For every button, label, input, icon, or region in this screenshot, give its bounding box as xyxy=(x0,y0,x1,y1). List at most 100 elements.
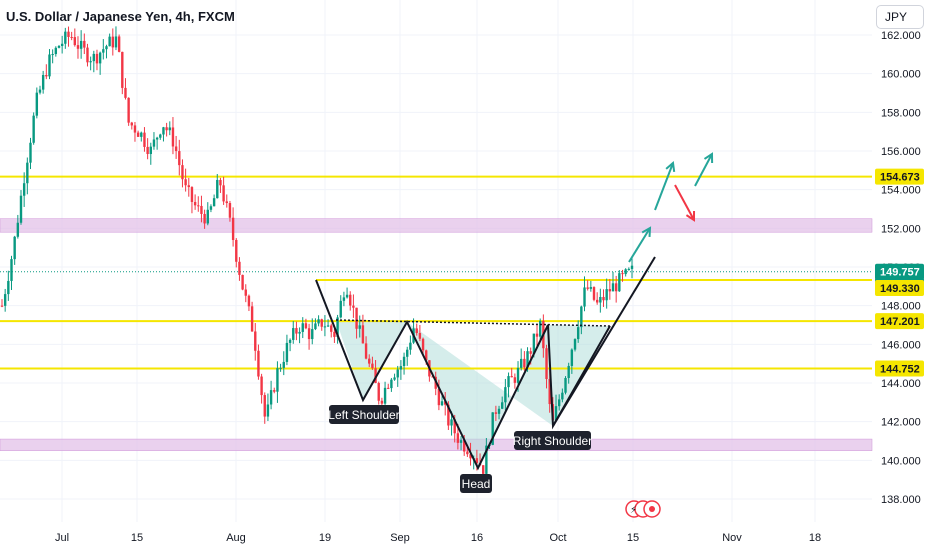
candle-body xyxy=(155,137,159,140)
candle-body xyxy=(342,297,346,301)
candle-body xyxy=(7,280,10,295)
candle-body xyxy=(523,358,526,368)
candle-body xyxy=(608,289,612,292)
candle-body xyxy=(159,134,162,138)
candle-body xyxy=(152,139,156,147)
candle-body xyxy=(545,348,548,380)
price-tick-label: 158.000 xyxy=(881,107,921,119)
candle-body xyxy=(124,87,127,98)
candle-body xyxy=(307,328,311,340)
candle-body xyxy=(586,287,589,289)
candle-body xyxy=(171,127,175,147)
candle-body xyxy=(108,36,111,47)
price-badge-value: 144.752 xyxy=(880,363,920,375)
price-badge-bg xyxy=(875,168,924,185)
projection-arrow-up-head xyxy=(665,161,676,173)
price-badges: 154.673149.75703:01:45149.330147.201144.… xyxy=(875,168,924,377)
candle-body xyxy=(447,404,450,426)
candle-body xyxy=(238,261,241,275)
price-badge-bg xyxy=(875,313,924,330)
candles xyxy=(0,26,634,483)
time-axis: Jul 15 Aug 19 Sep 16 Oct 15 Nov 18 xyxy=(55,532,821,544)
candle-body xyxy=(504,387,507,403)
time-tick-label: Sep xyxy=(390,532,410,544)
lightning-icon: ⚡ xyxy=(630,505,637,516)
candle-body xyxy=(418,333,422,339)
candle-body xyxy=(70,36,73,38)
price-tick-label: 144.000 xyxy=(881,378,921,390)
candle-body xyxy=(456,433,460,443)
candle-body xyxy=(130,122,133,126)
candle-body xyxy=(76,45,80,49)
time-tick-label: 18 xyxy=(809,532,821,544)
chart-title: U.S. Dollar / Japanese Yen, 4h, FXCM xyxy=(6,9,235,24)
candle-body xyxy=(570,349,574,366)
supply-demand-zone xyxy=(0,218,873,233)
candle-body xyxy=(174,146,178,152)
candle-body xyxy=(57,46,61,48)
candle-body xyxy=(349,294,352,306)
candle-body xyxy=(323,326,327,328)
time-tick-label: 19 xyxy=(319,532,331,544)
price-tick-label: 154.000 xyxy=(881,185,921,197)
candle-body xyxy=(279,367,282,369)
candle-body xyxy=(79,40,83,49)
candle-body xyxy=(228,203,232,218)
candle-body xyxy=(117,36,121,52)
trendline xyxy=(552,256,656,427)
candle-body xyxy=(415,328,418,334)
candle-body xyxy=(491,412,494,445)
candle-body xyxy=(26,162,29,184)
candle-body xyxy=(497,408,501,414)
candle-body xyxy=(444,401,447,405)
candle-body xyxy=(13,236,16,260)
candle-body xyxy=(627,268,631,270)
price-tick-label: 142.000 xyxy=(881,417,921,429)
candle-body xyxy=(494,412,498,414)
candle-body xyxy=(35,92,39,116)
candle-body xyxy=(254,331,257,351)
candle-body xyxy=(459,440,463,443)
candle-body xyxy=(22,183,26,196)
candle-body xyxy=(184,179,187,186)
candle-body xyxy=(197,205,200,207)
candle-body xyxy=(219,179,222,186)
candle-body xyxy=(532,333,536,354)
price-badge-value: 149.757 xyxy=(880,267,920,279)
candle-body xyxy=(380,400,384,404)
candle-body xyxy=(86,47,89,63)
candle-body xyxy=(437,388,441,406)
candle-body xyxy=(614,283,618,292)
candle-body xyxy=(589,287,593,289)
candle-body xyxy=(624,269,627,275)
candle-body xyxy=(29,142,32,163)
candle-body xyxy=(190,187,194,202)
candle-body xyxy=(463,440,466,452)
candle-body xyxy=(105,46,108,50)
candle-body xyxy=(146,146,149,155)
candle-body xyxy=(377,383,380,401)
candle-body xyxy=(605,289,608,301)
candle-body xyxy=(368,358,371,364)
price-tick-label: 140.000 xyxy=(881,455,921,467)
price-tick-label: 162.000 xyxy=(881,30,921,42)
candle-body xyxy=(339,300,342,318)
right-shoulder-label: Right Shoulder xyxy=(513,434,592,448)
candle-body xyxy=(276,368,279,392)
candle-body xyxy=(178,151,181,166)
currency-button[interactable]: JPY xyxy=(876,5,924,29)
price-tick-label: 160.000 xyxy=(881,69,921,81)
candle-body xyxy=(133,125,137,133)
time-tick-label: 15 xyxy=(627,532,639,544)
candle-body xyxy=(241,274,244,290)
candle-body xyxy=(19,195,23,223)
candle-body xyxy=(140,132,143,137)
candle-body xyxy=(567,365,570,379)
candle-body xyxy=(402,356,406,367)
projection-arrow-up xyxy=(694,153,713,187)
candle-body xyxy=(599,296,602,303)
candle-body xyxy=(273,390,276,392)
candle-body xyxy=(406,349,409,357)
price-tick-label: 146.000 xyxy=(881,339,921,351)
